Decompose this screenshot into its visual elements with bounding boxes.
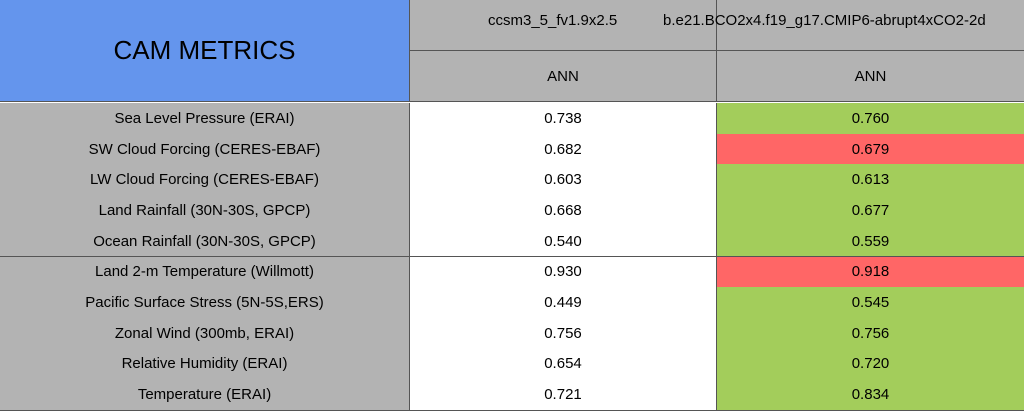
baseline-value: 0.449 <box>410 287 717 319</box>
test-value: 0.613 <box>717 164 1024 197</box>
baseline-value: 0.603 <box>410 164 717 197</box>
baseline-value: 0.682 <box>410 133 717 166</box>
metric-label: Land Rainfall (30N-30S, GPCP) <box>0 195 410 227</box>
test-value: 0.559 <box>717 225 1024 258</box>
column-header <box>717 0 1024 51</box>
test-value: 0.679 <box>717 133 1024 166</box>
metric-label: Land 2-m Temperature (Willmott) <box>0 256 410 289</box>
column-name: b.e21.BCO2x4.f19_g17.CMIP6-abrupt4xCO2-2… <box>663 12 986 29</box>
baseline-value: 0.930 <box>410 256 717 289</box>
metric-label: LW Cloud Forcing (CERES-EBAF) <box>0 164 410 197</box>
baseline-value: 0.654 <box>410 348 717 381</box>
baseline-value: 0.668 <box>410 195 717 227</box>
baseline-value: 0.540 <box>410 225 717 258</box>
baseline-value: 0.721 <box>410 379 717 411</box>
metric-label: Pacific Surface Stress (5N-5S,ERS) <box>0 287 410 319</box>
test-value: 0.760 <box>717 103 1024 135</box>
metric-label: Sea Level Pressure (ERAI) <box>0 103 410 135</box>
metric-label: Zonal Wind (300mb, ERAI) <box>0 317 410 350</box>
test-value: 0.756 <box>717 317 1024 350</box>
period-header: ANN <box>410 51 717 102</box>
baseline-value: 0.738 <box>410 103 717 135</box>
test-value: 0.720 <box>717 348 1024 381</box>
period-header: ANN <box>717 51 1024 102</box>
metric-label: Relative Humidity (ERAI) <box>0 348 410 381</box>
column-name: ccsm3_5_fv1.9x2.5 <box>488 12 618 29</box>
baseline-value: 0.756 <box>410 317 717 350</box>
test-value: 0.918 <box>717 256 1024 289</box>
test-value: 0.545 <box>717 287 1024 319</box>
test-value: 0.677 <box>717 195 1024 227</box>
metric-label: Temperature (ERAI) <box>0 379 410 411</box>
test-value: 0.834 <box>717 379 1024 411</box>
metric-label: SW Cloud Forcing (CERES-EBAF) <box>0 133 410 166</box>
title-cell: CAM METRICS <box>0 0 410 102</box>
column-header <box>410 0 717 51</box>
metric-label: Ocean Rainfall (30N-30S, GPCP) <box>0 225 410 258</box>
